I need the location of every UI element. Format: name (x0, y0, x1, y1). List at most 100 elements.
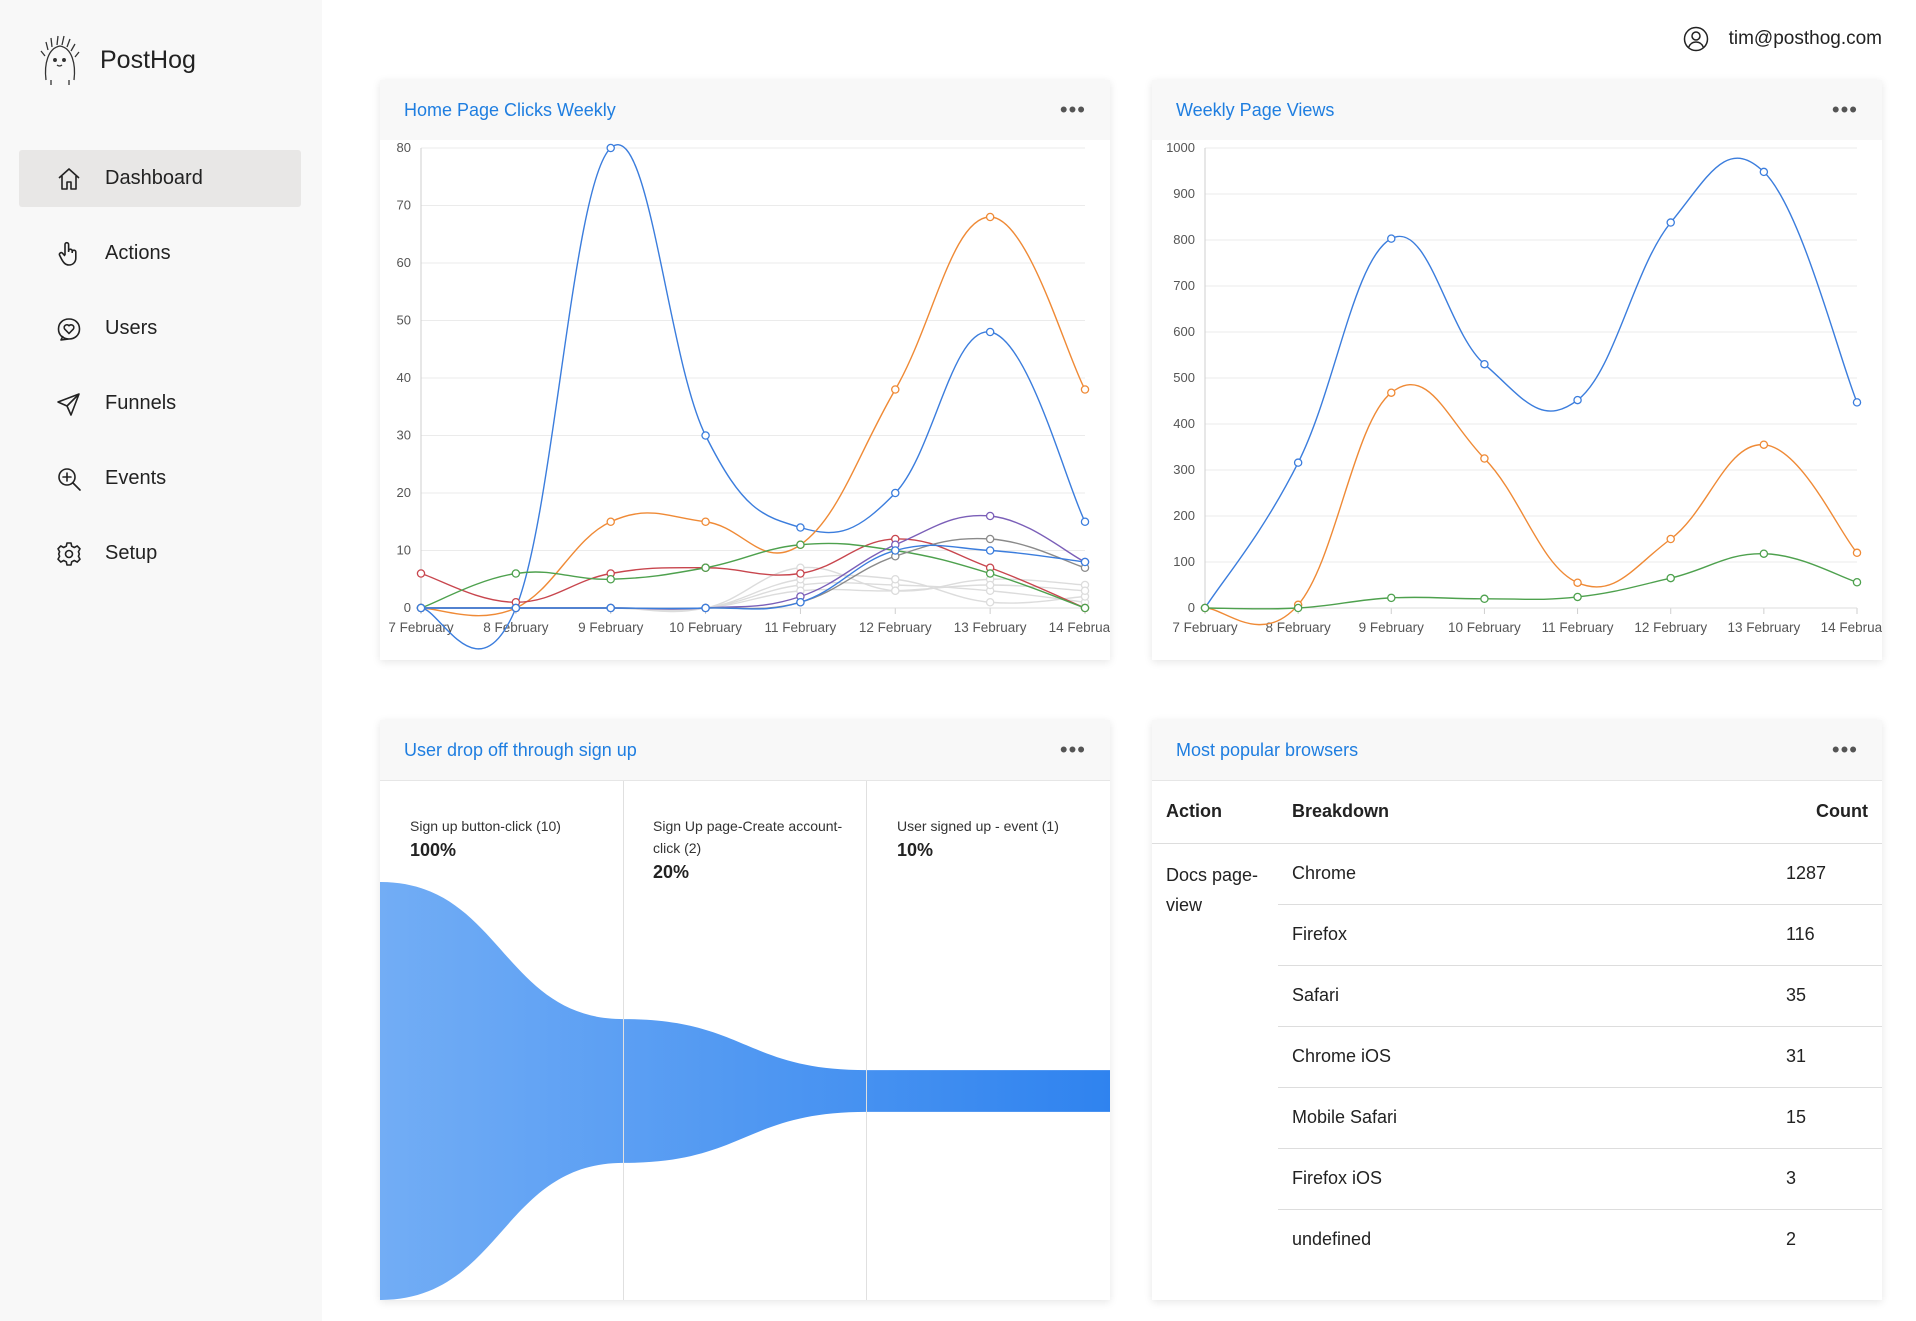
data-point[interactable] (891, 574, 900, 584)
data-point[interactable] (1573, 395, 1582, 405)
card-body: Sign up button-click (10) 100% Sign Up p… (380, 780, 1110, 1300)
data-point[interactable] (1573, 592, 1582, 602)
sidebar-item-dashboard[interactable]: Dashboard (19, 150, 301, 207)
data-point[interactable] (1387, 593, 1396, 603)
data-point[interactable] (606, 574, 615, 584)
sidebar-item-setup[interactable]: Setup (19, 525, 301, 582)
data-point[interactable] (606, 517, 615, 526)
data-point[interactable] (985, 580, 995, 590)
data-point[interactable] (985, 511, 995, 521)
more-options-icon[interactable]: ••• (1831, 97, 1858, 122)
card-title[interactable]: User drop off through sign up (404, 739, 637, 760)
series-2 (1200, 549, 1862, 613)
card-body: 0 100 200 300 400 500 600 700 800 900 1000 7 Februa… (1152, 140, 1894, 660)
data-point[interactable] (891, 385, 900, 394)
table-row: undefined 2 (1152, 1209, 1882, 1270)
data-point[interactable] (416, 603, 426, 613)
data-point[interactable] (1852, 398, 1862, 407)
data-point[interactable] (1759, 167, 1769, 177)
data-point[interactable] (1080, 517, 1090, 526)
data-point[interactable] (1080, 385, 1090, 394)
y-tick-label: 60 (397, 255, 411, 270)
card-title[interactable]: Home Page Clicks Weekly (404, 99, 616, 120)
count-cell: 3 (1732, 1148, 1882, 1210)
data-point[interactable] (701, 431, 710, 440)
data-point[interactable] (985, 534, 995, 544)
data-point[interactable] (1080, 603, 1090, 613)
data-point[interactable] (1480, 359, 1489, 369)
x-tick-label: 9 February (578, 620, 644, 635)
user-email: tim@posthog.com (1728, 28, 1882, 49)
data-point[interactable] (1666, 573, 1675, 583)
data-point[interactable] (1080, 557, 1090, 567)
funnel-step-percent: 100% (410, 840, 457, 860)
user-menu[interactable]: tim@posthog.com (1683, 26, 1882, 52)
data-point[interactable] (796, 523, 805, 532)
table-row: Firefox 116 (1152, 904, 1882, 966)
y-tick-label: 40 (397, 370, 411, 385)
x-tick-label: 12 February (859, 620, 932, 635)
card-title[interactable]: Most popular browsers (1176, 739, 1359, 760)
data-point[interactable] (511, 603, 521, 613)
data-point[interactable] (1480, 594, 1489, 604)
sidebar-item-label: Actions (105, 242, 171, 264)
data-point[interactable] (1666, 534, 1675, 544)
data-point[interactable] (1293, 603, 1303, 613)
column-header-breakdown: Breakdown (1278, 781, 1732, 844)
data-point[interactable] (1573, 578, 1582, 587)
data-point[interactable] (985, 597, 995, 607)
data-point[interactable] (891, 546, 900, 555)
logo[interactable]: PostHog (40, 34, 196, 86)
x-tick-label: 12 February (1634, 620, 1707, 635)
data-point[interactable] (1293, 458, 1303, 467)
data-point[interactable] (1759, 549, 1769, 558)
sidebar-item-actions[interactable]: Actions (19, 225, 301, 282)
sidebar-item-funnels[interactable]: Funnels (19, 375, 301, 432)
data-point[interactable] (891, 488, 900, 498)
data-point[interactable] (796, 597, 805, 607)
data-point[interactable] (1387, 234, 1396, 243)
funnel-step-label: User signed up - event (1) (897, 818, 1059, 834)
table-row: Mobile Safari 15 (1152, 1087, 1882, 1149)
data-point[interactable] (1666, 218, 1675, 227)
data-point[interactable] (1852, 577, 1862, 587)
card-title[interactable]: Weekly Page Views (1176, 99, 1335, 120)
data-point[interactable] (701, 563, 710, 572)
data-point[interactable] (416, 569, 426, 578)
data-point[interactable] (606, 603, 615, 613)
data-point[interactable] (701, 517, 710, 526)
more-options-icon[interactable]: ••• (1831, 737, 1858, 762)
sidebar-item-users[interactable]: Users (19, 300, 301, 357)
data-point[interactable] (1759, 440, 1769, 449)
table-row: Chrome iOS 31 (1152, 1026, 1882, 1088)
data-point[interactable] (985, 569, 995, 578)
data-point[interactable] (701, 603, 710, 613)
sidebar-item-events[interactable]: Events (19, 450, 301, 507)
data-point[interactable] (796, 540, 805, 549)
more-options-icon[interactable]: ••• (1059, 97, 1086, 122)
data-point[interactable] (796, 569, 805, 578)
funnel-steps: Sign up button-click (10) 100% Sign Up p… (380, 781, 1110, 1300)
more-options-icon[interactable]: ••• (1059, 737, 1086, 762)
data-point[interactable] (1200, 603, 1210, 613)
y-tick-label: 30 (397, 428, 411, 443)
series-line (420, 216, 1086, 617)
data-point[interactable] (891, 586, 900, 595)
data-point[interactable] (1852, 548, 1862, 558)
series-line (421, 544, 1086, 610)
data-point[interactable] (985, 212, 995, 222)
y-tick-label: 50 (397, 313, 411, 328)
data-point[interactable] (606, 143, 615, 153)
data-point[interactable] (1480, 454, 1489, 463)
card-body: Action Breakdown Count Docs page-view Ch… (1152, 780, 1882, 1270)
x-tick-label: 13 February (954, 620, 1027, 635)
data-point[interactable] (985, 546, 995, 555)
series-line (1204, 157, 1858, 609)
data-point[interactable] (985, 327, 995, 337)
card-header: Most popular browsers ••• (1152, 720, 1882, 780)
pointer-icon (55, 240, 83, 268)
data-point[interactable] (511, 569, 521, 578)
x-tick-label: 7 February (388, 620, 454, 635)
data-point[interactable] (1080, 586, 1090, 595)
data-point[interactable] (1387, 388, 1396, 397)
